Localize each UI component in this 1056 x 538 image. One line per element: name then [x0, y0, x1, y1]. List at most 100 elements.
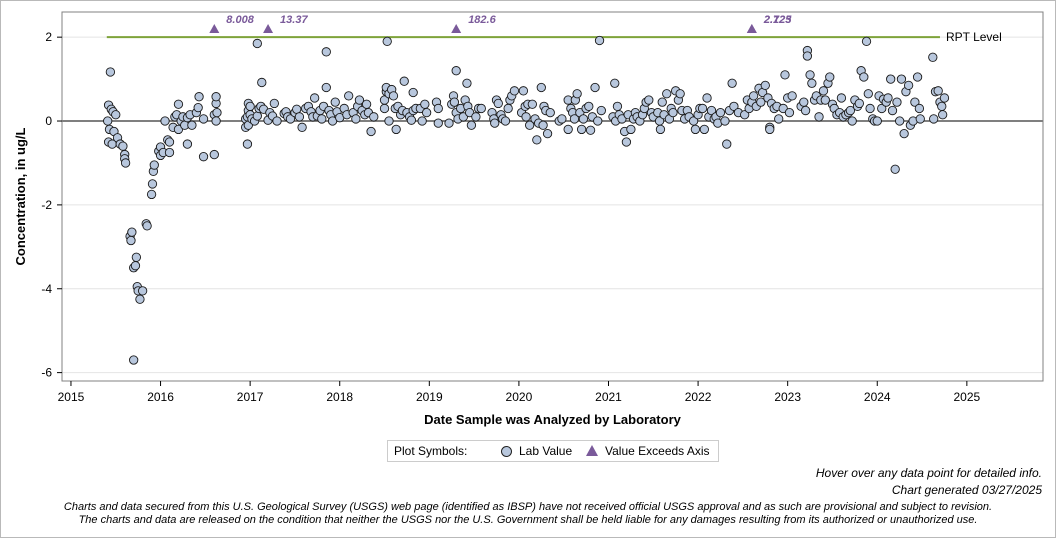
- lab-value-point: [538, 120, 548, 130]
- lab-value-point: [584, 101, 594, 111]
- lab-value-point: [895, 116, 905, 126]
- lab-value-point: [509, 86, 520, 96]
- lab-value-point: [865, 103, 875, 114]
- lab-value-point: [493, 98, 503, 109]
- lab-value-point: [417, 116, 427, 126]
- lab-value-point: [748, 91, 759, 101]
- y-axis-title: Concentration, in ug/L: [13, 127, 28, 265]
- lab-value-point: [131, 252, 142, 262]
- lab-value-point: [321, 82, 331, 93]
- lab-value-point: [194, 92, 204, 102]
- lab-value-point: [466, 120, 477, 130]
- lab-value-point: [525, 120, 535, 130]
- lab-value-point: [406, 115, 417, 125]
- lab-value-point: [330, 97, 340, 107]
- lab-value-point: [845, 105, 856, 116]
- lab-value-point: [146, 189, 157, 200]
- lab-value-point: [536, 82, 546, 93]
- rpt-level-label: RPT Level: [946, 30, 1002, 44]
- lab-value-point: [820, 95, 830, 105]
- lab-value-point: [198, 114, 209, 124]
- lab-value-point: [391, 124, 401, 135]
- exceeds-axis-label: 2.725: [763, 14, 792, 26]
- lab-value-point: [444, 118, 454, 128]
- lab-value-point: [928, 52, 938, 62]
- lab-value-point: [863, 89, 873, 99]
- legend-title: Plot Symbols:: [394, 444, 468, 458]
- lab-value-point: [720, 116, 730, 126]
- lab-value-point: [657, 97, 667, 107]
- lab-value-point: [120, 158, 131, 168]
- lab-value-point: [644, 95, 654, 105]
- lab-value-point: [910, 97, 920, 107]
- lab-value-point: [420, 99, 430, 109]
- lab-value-point: [361, 99, 372, 109]
- lab-value-point: [899, 128, 909, 139]
- lab-value-point: [593, 116, 603, 126]
- lab-value-point: [351, 114, 361, 124]
- lab-value-point: [212, 107, 222, 118]
- lab-value-point: [939, 93, 950, 103]
- lab-value-point: [521, 112, 531, 122]
- lab-value-point: [317, 114, 327, 124]
- lab-value-point: [802, 51, 813, 61]
- lab-value-point: [610, 78, 620, 88]
- lab-value-point: [590, 82, 600, 93]
- lab-value-point: [462, 78, 472, 88]
- lab-value-point: [887, 105, 898, 116]
- lab-value-point: [127, 227, 137, 237]
- lab-value-point: [182, 139, 193, 149]
- lab-value-point: [503, 103, 513, 114]
- legend: Plot Symbols: Lab Value Value Exceeds Ax…: [387, 440, 719, 462]
- lab-value-point: [727, 78, 737, 88]
- y-tick-label: 2: [45, 30, 52, 44]
- grid-layer: [62, 36, 1043, 374]
- lab-value-point: [354, 95, 365, 105]
- lab-value-point: [805, 70, 815, 80]
- lab-value-point: [861, 36, 872, 47]
- lab-value-point: [569, 114, 580, 124]
- exceeds-axis-marker: [209, 24, 220, 33]
- exceeds-axis-label: 13.37: [280, 14, 308, 26]
- lab-value-point: [715, 107, 726, 118]
- lab-value-point: [886, 74, 896, 84]
- lab-value-point: [321, 47, 331, 57]
- lab-value-point: [557, 114, 567, 124]
- lab-value-point: [578, 114, 589, 124]
- lab-value-point: [500, 116, 511, 126]
- lab-value-point: [585, 125, 596, 135]
- x-tick-label: 2021: [595, 390, 622, 404]
- lab-value-point: [164, 137, 175, 147]
- generated-note: Chart generated 03/27/2025: [891, 483, 1042, 497]
- lab-value-point: [675, 89, 685, 99]
- lab-value-point: [388, 91, 399, 101]
- lab-value-point: [912, 72, 923, 82]
- x-tick-label: 2023: [774, 390, 801, 404]
- lab-value-point: [490, 118, 500, 128]
- lab-value-point: [198, 152, 209, 162]
- lab-value-point: [825, 72, 835, 82]
- x-tick-label: 2022: [685, 390, 712, 404]
- lab-value-point: [458, 112, 469, 122]
- lab-value-point: [103, 116, 113, 126]
- lab-value-point: [399, 76, 409, 86]
- lab-value-circle-icon: [501, 446, 512, 457]
- lab-value-point: [621, 137, 632, 147]
- lab-value-point: [518, 86, 529, 96]
- lab-value-point: [160, 116, 170, 126]
- lab-value-point: [187, 120, 197, 130]
- lab-value-point: [818, 86, 829, 96]
- lab-value-point: [563, 124, 573, 135]
- lab-value-point: [877, 103, 887, 114]
- lab-value-point: [836, 93, 847, 103]
- lab-value-point: [105, 67, 116, 77]
- exceeds-axis-triangle-icon: [586, 445, 598, 456]
- lab-value-point: [451, 66, 461, 76]
- lab-value-point: [756, 97, 766, 107]
- lab-value-point: [697, 103, 708, 114]
- lab-value-point: [130, 261, 141, 271]
- lab-value-point: [118, 141, 128, 151]
- lab-value-point: [778, 103, 788, 114]
